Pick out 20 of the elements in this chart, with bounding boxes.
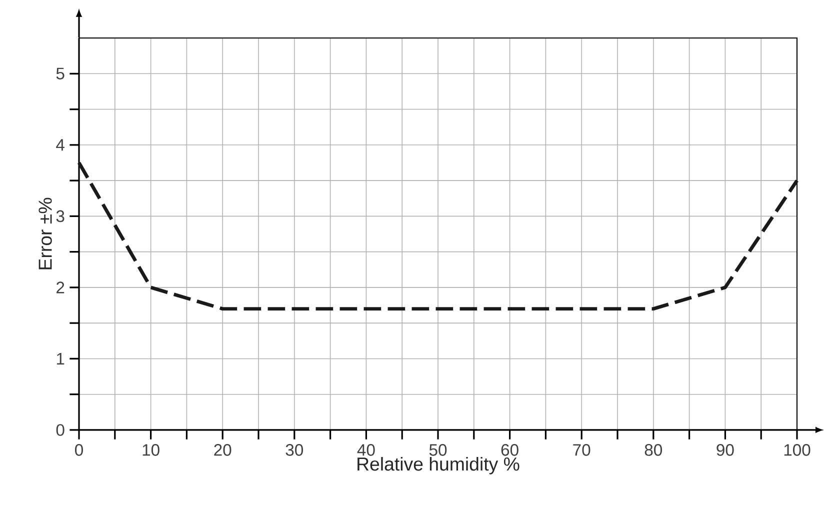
y-tick-label: 1: [56, 352, 64, 364]
x-tick-label: 40: [357, 444, 375, 456]
x-tick-label: 100: [784, 444, 810, 456]
x-tick-label: 70: [573, 444, 590, 456]
y-tick-label: 0: [56, 424, 64, 436]
x-tick-label: 10: [142, 444, 160, 456]
x-tick-label: 50: [429, 444, 447, 456]
x-tick-label: 80: [644, 444, 662, 456]
x-tick-label: 0: [75, 444, 83, 456]
y-axis-title: Error ±%: [38, 198, 52, 270]
x-tick-label: 90: [716, 444, 734, 456]
x-tick-label: 30: [286, 444, 304, 456]
y-tick-label: 4: [56, 139, 64, 151]
line-series: [77, 160, 799, 311]
y-tick-label: 3: [56, 210, 64, 222]
x-tick-label: 20: [214, 444, 232, 456]
y-tick-label: 5: [56, 68, 64, 80]
y-tick-label: 2: [56, 282, 64, 294]
x-axis-title: Relative humidity %: [358, 456, 520, 474]
x-tick-label: 60: [501, 444, 518, 456]
